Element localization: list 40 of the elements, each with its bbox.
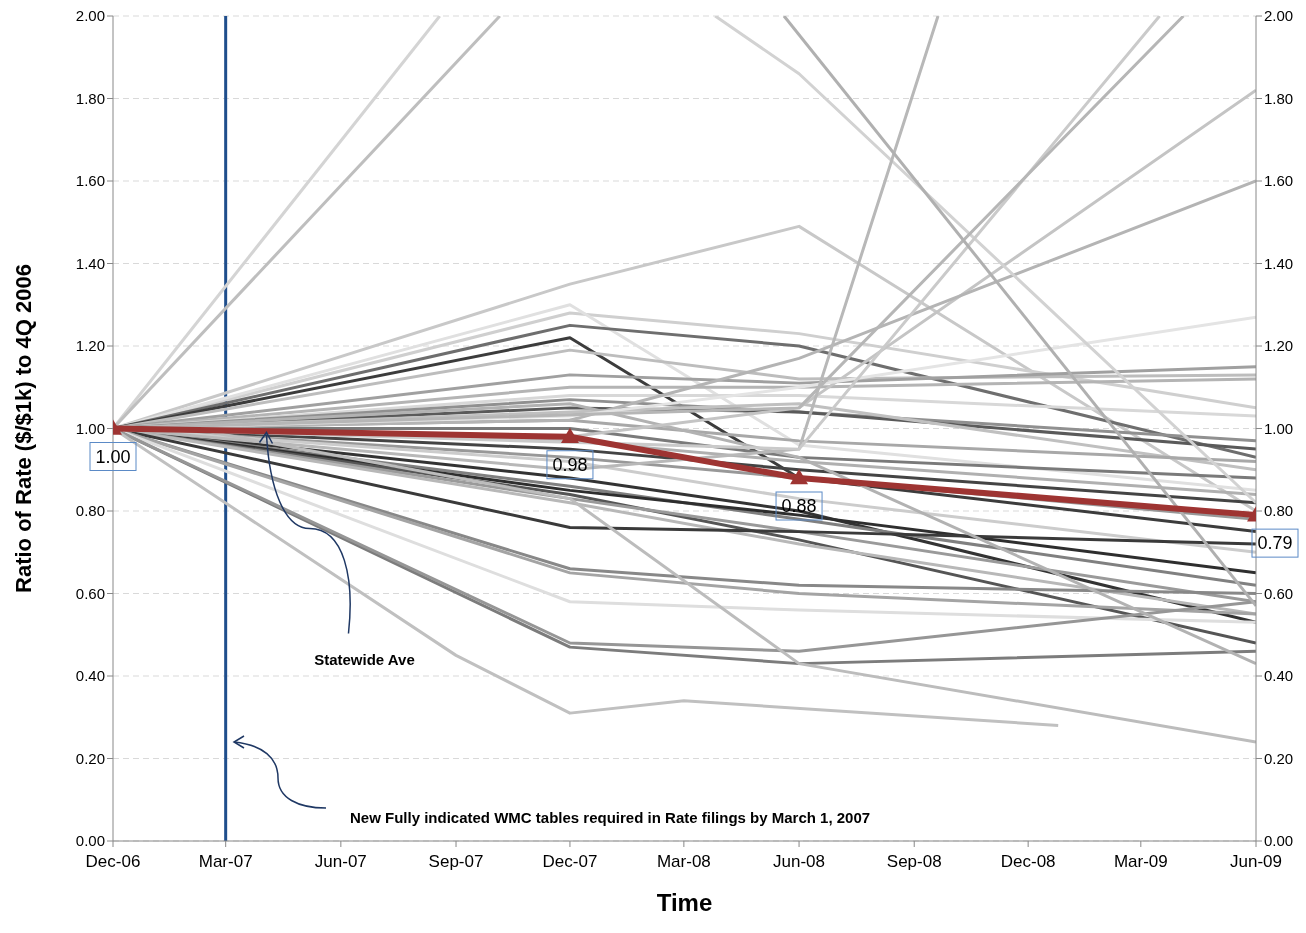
y-tick-label: 2.00 [75,7,105,25]
data-label: 1.00 [95,446,131,467]
y2-tick-label: 1.80 [1264,89,1294,107]
x-tick-label: Mar-09 [1113,852,1168,872]
y2-tick-label: 0.80 [1264,502,1294,520]
x-tick-label: Dec-06 [85,852,141,872]
x-tick-label: Dec-07 [542,852,598,872]
x-tick-label: Jun-08 [773,852,826,872]
y2-tick-label: 0.00 [1264,832,1294,850]
y-tick-label: 1.00 [75,419,105,437]
y2-tick-label: 0.60 [1264,584,1294,602]
y2-tick-label: 1.60 [1264,172,1294,190]
x-tick-label: Mar-07 [198,852,253,872]
y2-tick-label: 1.40 [1264,254,1294,272]
y2-tick-label: 1.20 [1264,337,1294,355]
y-tick-label: 1.60 [75,172,105,190]
data-label: 0.79 [1257,533,1293,554]
x-tick-label: Mar-08 [656,852,711,872]
y-tick-label: 0.00 [75,832,105,850]
y2-tick-label: 0.40 [1264,667,1294,685]
annotation: Statewide Ave [314,650,415,668]
y-axis-title: Ratio of Rate ($/$1k) to 4Q 2006 [10,264,36,593]
x-tick-label: Jun-07 [314,852,367,872]
y2-tick-label: 1.00 [1264,419,1294,437]
y-tick-label: 1.40 [75,254,105,272]
y-tick-label: 0.20 [75,749,105,767]
x-tick-label: Dec-08 [1000,852,1056,872]
y2-tick-label: 0.20 [1264,749,1294,767]
x-tick-label: Jun-09 [1230,852,1282,872]
y-tick-label: 0.80 [75,502,105,520]
y-tick-label: 1.80 [75,89,105,107]
annotation: New Fully indicated WMC tables required in Rate filings by March 1, 2007 [350,809,871,826]
x-tick-label: Sep-07 [428,852,484,872]
y2-tick-label: 2.00 [1264,7,1294,25]
data-label: 0.98 [552,454,588,475]
x-tick-label: Sep-08 [886,852,942,872]
y-tick-label: 1.20 [75,337,105,355]
y-tick-label: 0.60 [75,584,105,602]
x-axis-title: Time [656,889,713,916]
y-tick-label: 0.40 [75,667,105,685]
